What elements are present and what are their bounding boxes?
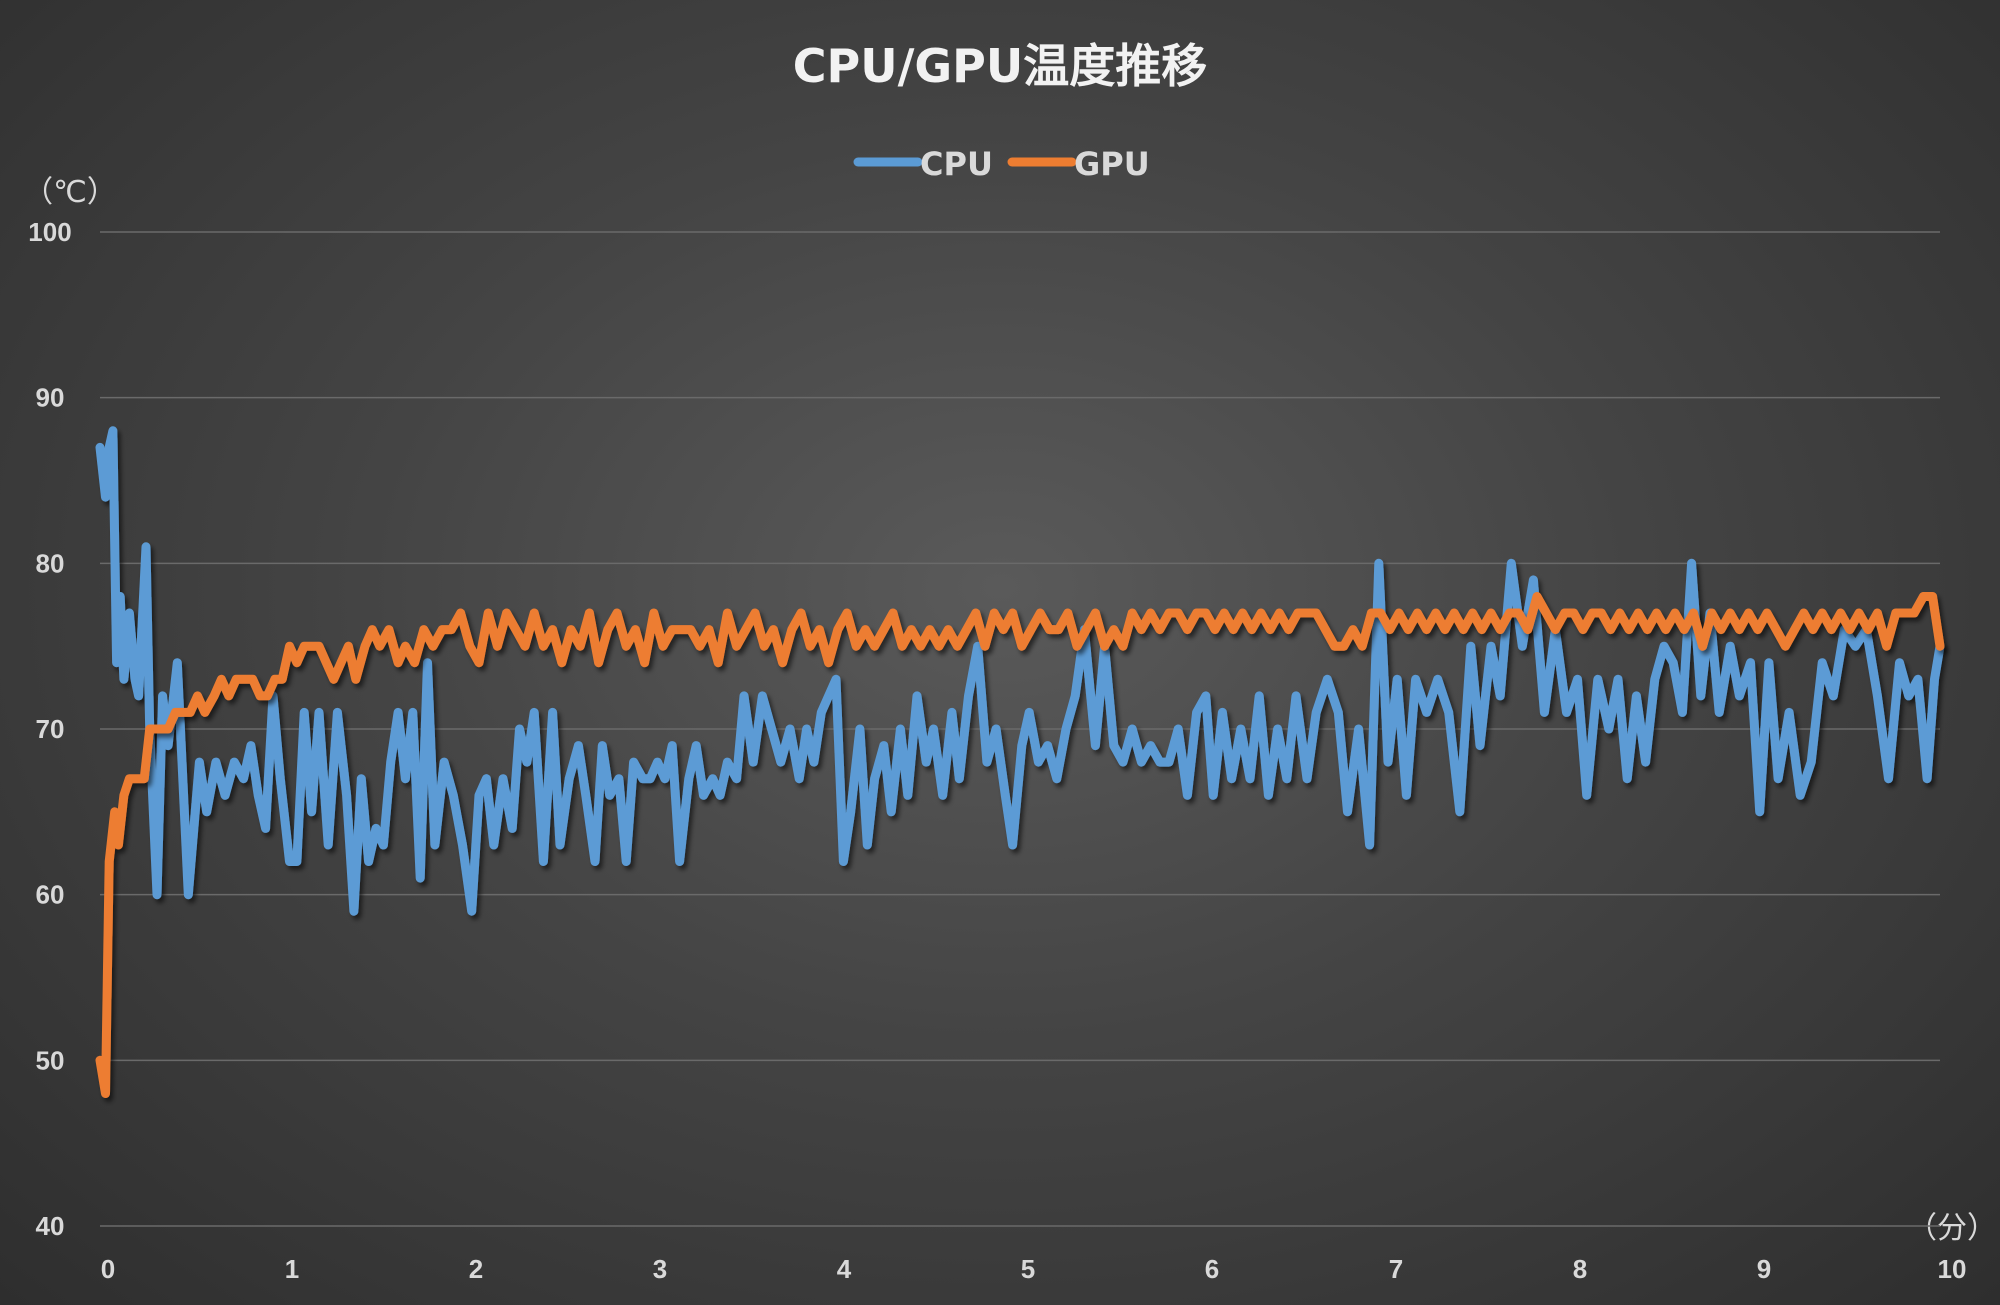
series-lines: [95, 426, 1945, 1098]
x-axis-ticks: 0 1 2 3 4 5 6 7 8 9 10: [101, 1254, 1967, 1284]
y-tick-label: 40: [36, 1211, 65, 1241]
y-tick-label: 90: [36, 383, 65, 413]
x-tick-label: 3: [653, 1254, 667, 1284]
x-tick-label: 7: [1389, 1254, 1403, 1284]
y-axis-unit-label: （℃）: [23, 175, 117, 210]
legend: CPU GPU: [853, 145, 1150, 183]
gridlines: [100, 231, 1940, 1227]
y-tick-label: 60: [36, 880, 65, 910]
x-tick-label: 1: [285, 1254, 299, 1284]
x-tick-label: 2: [469, 1254, 483, 1284]
series-line-gpu: [95, 592, 1945, 1098]
y-tick-label: 80: [36, 548, 65, 578]
x-tick-label: 5: [1021, 1254, 1035, 1284]
x-tick-label: 8: [1573, 1254, 1587, 1284]
x-tick-label: 6: [1205, 1254, 1219, 1284]
x-tick-label: 9: [1757, 1254, 1771, 1284]
y-tick-label: 50: [36, 1045, 65, 1075]
series-line-cpu: [95, 426, 1945, 916]
y-axis-ticks: 100 90 80 70 60 50 40: [28, 217, 71, 1241]
legend-label-gpu: GPU: [1074, 145, 1150, 183]
y-tick-label: 70: [36, 714, 65, 744]
x-tick-label: 4: [837, 1254, 852, 1284]
legend-label-cpu: CPU: [920, 145, 993, 183]
x-tick-label: 10: [1938, 1254, 1967, 1284]
y-tick-label: 100: [28, 217, 71, 247]
x-tick-label: 0: [101, 1254, 115, 1284]
chart-title: CPU/GPU温度推移: [793, 39, 1207, 93]
x-axis-unit-label: （分）: [1907, 1211, 1997, 1246]
